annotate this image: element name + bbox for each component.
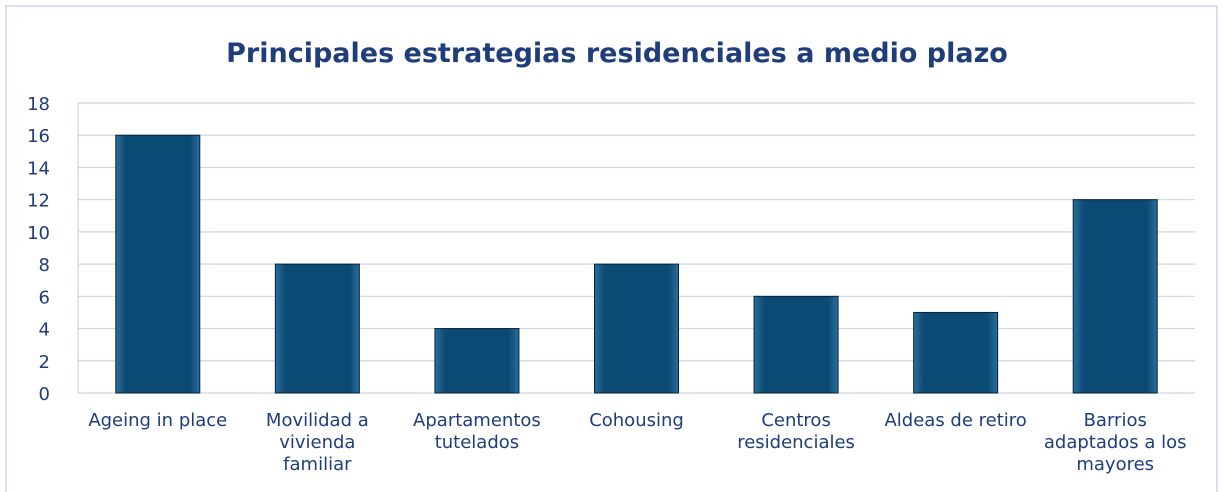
bar	[1072, 199, 1158, 394]
x-tick-label: Aldeas de retiro	[884, 410, 1026, 431]
y-tick-label: 8	[39, 255, 50, 276]
bar	[434, 328, 520, 394]
bar	[753, 295, 839, 394]
x-tick-label: Barrios adaptados a los mayores	[1044, 410, 1187, 475]
bar	[115, 134, 201, 394]
y-tick-label: 12	[27, 191, 50, 212]
y-tick-label: 14	[27, 158, 50, 179]
x-tick-label: Movilidad a vivienda familiar	[266, 410, 369, 475]
y-tick-label: 6	[39, 287, 50, 308]
y-tick-label: 0	[39, 384, 50, 405]
y-tick-label: 10	[27, 223, 50, 244]
y-tick-label: 2	[39, 352, 50, 373]
y-tick-label: 16	[27, 126, 50, 147]
x-tick-label: Apartamentos tutelados	[413, 410, 541, 453]
bar	[594, 263, 679, 394]
y-tick-label: 18	[27, 94, 50, 115]
bar	[274, 263, 360, 394]
x-tick-label: Ageing in place	[88, 410, 227, 431]
x-tick-label: Centros residenciales	[737, 410, 855, 453]
y-tick-label: 4	[39, 320, 50, 341]
frame	[5, 5, 1218, 492]
bar	[913, 311, 999, 394]
x-tick-label: Cohousing	[589, 410, 684, 431]
chart-title: Principales estrategias residenciales a …	[226, 38, 1008, 69]
